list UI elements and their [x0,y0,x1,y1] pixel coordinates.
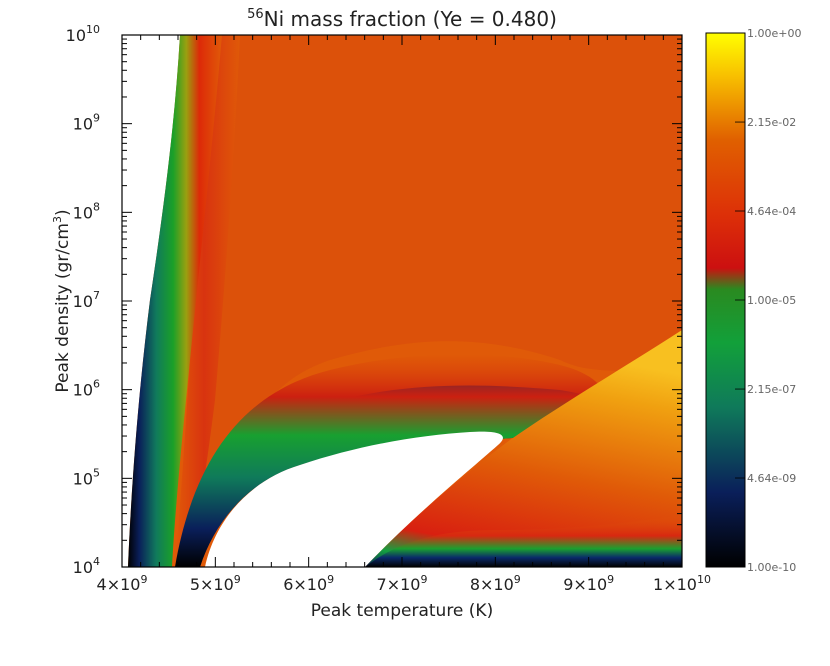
y-axis-label-main: Peak density (gr/cm [53,223,73,393]
title-superscript: 56 [247,7,264,22]
y-tick-label: 105 [73,466,100,488]
x-tick-label: 9×109 [563,573,614,594]
colorbar-label: 2.15e-02 [747,116,796,129]
chart-title: 56Ni mass fraction (Ye = 0.480) [247,7,557,31]
y-axis-ticks: 104 105 106 107 108 109 1010 [66,23,682,577]
colorbar-label: 1.00e+00 [747,27,801,40]
x-tick-label: 6×109 [283,573,334,594]
y-tick-label: 104 [73,555,100,577]
colorbar: 1.00e+00 2.15e-02 4.64e-04 1.00e-05 2.15e-07… [705,27,801,574]
colorbar-label: 2.15e-07 [747,383,796,396]
y-tick-label: 107 [73,289,100,311]
y-axis-label: Peak density (gr/cm3) [51,209,73,392]
colorbar-label: 4.64e-09 [747,472,796,485]
colorbar-label: 1.00e-05 [747,294,796,307]
x-tick-label: 8×109 [470,573,521,594]
title-text: Ni mass fraction (Ye = 0.480) [264,7,557,31]
y-tick-label: 109 [73,112,100,134]
colorbar-label: 4.64e-04 [747,205,796,218]
y-tick-label: 1010 [66,23,100,45]
x-tick-label: 1×1010 [653,573,711,594]
x-tick-label: 4×109 [97,573,148,594]
y-axis-label-end: ) [53,209,73,216]
colorbar-labels: 1.00e+00 2.15e-02 4.64e-04 1.00e-05 2.15e-07… [735,27,801,574]
x-tick-label: 7×109 [377,573,428,594]
colorbar-label: 1.00e-10 [747,561,796,574]
y-tick-label: 108 [73,200,100,222]
x-axis-label: Peak temperature (K) [311,601,493,621]
x-tick-label: 5×109 [190,573,241,594]
x-axis-ticks: 4×109 5×109 6×109 7×109 8×109 9×109 1×1010 [97,35,711,594]
y-tick-label: 106 [73,378,100,400]
heatmap-field [122,35,682,567]
y-axis-label-sup: 3 [51,216,64,223]
